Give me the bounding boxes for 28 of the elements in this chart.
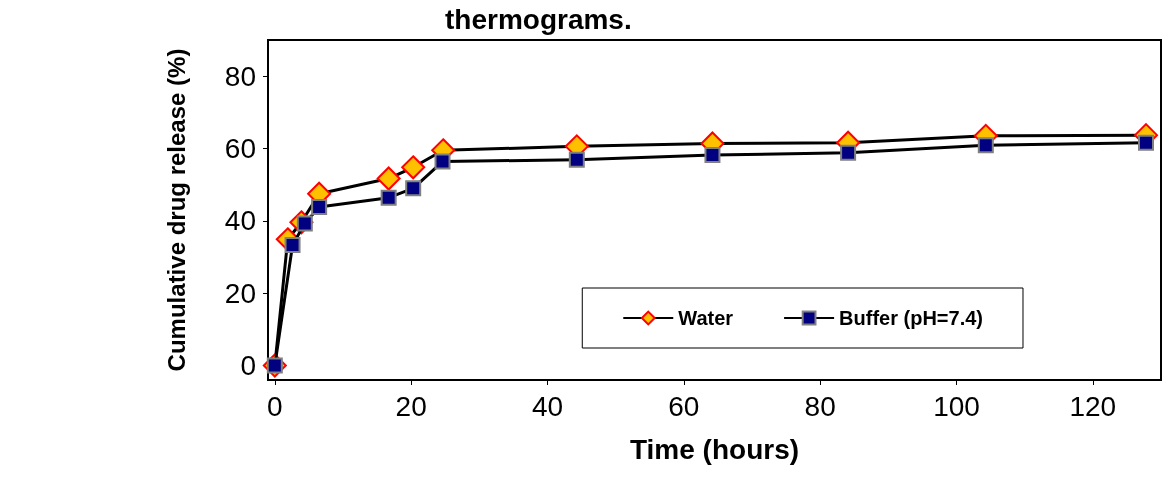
point bbox=[380, 189, 397, 206]
x-axis-title: Time (hours) bbox=[629, 433, 800, 465]
x-tick-label: 100 bbox=[933, 390, 980, 422]
point bbox=[401, 155, 426, 180]
y-tick-label: 40 bbox=[224, 205, 256, 237]
point bbox=[568, 151, 585, 168]
x-tick-label: 20 bbox=[395, 390, 427, 422]
x-tick-label: 60 bbox=[668, 390, 700, 422]
y-tick-label: 60 bbox=[224, 133, 256, 165]
point bbox=[311, 199, 328, 216]
x-tick-label: 0 bbox=[267, 390, 283, 422]
point bbox=[1138, 134, 1154, 151]
point bbox=[434, 153, 451, 170]
point bbox=[840, 144, 857, 161]
chart-title: thermograms. bbox=[445, 3, 632, 35]
x-tick-label: 120 bbox=[1069, 390, 1117, 422]
x-tick-label: 80 bbox=[804, 390, 836, 422]
point bbox=[405, 180, 422, 197]
legend-label: Buffer (pH=7.4) bbox=[839, 307, 983, 329]
y-axis-title: Cumulative drug release (%) bbox=[162, 48, 190, 372]
y-tick-label: 20 bbox=[224, 277, 256, 309]
legend-label: Water bbox=[678, 307, 734, 329]
y-tick-label: 0 bbox=[240, 350, 256, 382]
point bbox=[977, 137, 994, 154]
point bbox=[376, 166, 401, 191]
y-tick-label: 80 bbox=[224, 60, 256, 92]
x-tick-label: 40 bbox=[531, 390, 564, 422]
point bbox=[704, 147, 721, 164]
